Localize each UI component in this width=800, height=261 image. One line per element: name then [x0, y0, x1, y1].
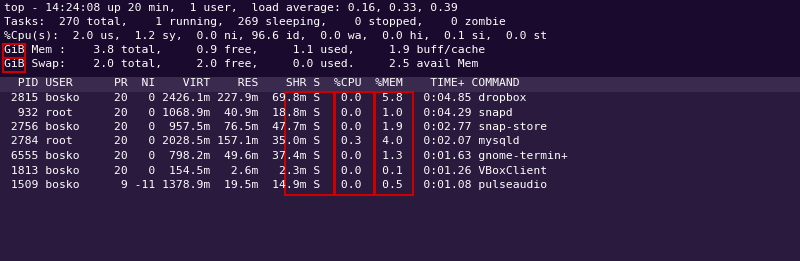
Text: 2756 bosko     20   0  957.5m  76.5m  47.7m S   0.0   1.9   0:02.77 snap-store: 2756 bosko 20 0 957.5m 76.5m 47.7m S 0.0… [4, 122, 547, 132]
Text: GiB Mem :    3.8 total,     0.9 free,     1.1 used,     1.9 buff/cache: GiB Mem : 3.8 total, 0.9 free, 1.1 used,… [4, 45, 486, 55]
Text: 2815 bosko     20   0 2426.1m 227.9m  69.8m S   0.0   5.8   0:04.85 dropbox: 2815 bosko 20 0 2426.1m 227.9m 69.8m S 0… [4, 93, 526, 103]
FancyBboxPatch shape [0, 77, 800, 261]
Text: 1509 bosko      9 -11 1378.9m  19.5m  14.9m S   0.0   0.5   0:01.08 pulseaudio: 1509 bosko 9 -11 1378.9m 19.5m 14.9m S 0… [4, 180, 547, 190]
Text: 6555 bosko     20   0  798.2m  49.6m  37.4m S   0.0   1.3   0:01.63 gnome-termin: 6555 bosko 20 0 798.2m 49.6m 37.4m S 0.0… [4, 151, 568, 161]
Text: GiB Swap:    2.0 total,     2.0 free,     0.0 used.     2.5 avail Mem: GiB Swap: 2.0 total, 2.0 free, 0.0 used.… [4, 59, 478, 69]
Text: Tasks:  270 total,    1 running,  269 sleeping,    0 stopped,    0 zombie: Tasks: 270 total, 1 running, 269 sleepin… [4, 17, 506, 27]
Text: 1813 bosko     20   0  154.5m   2.6m   2.3m S   0.0   0.1   0:01.26 VBoxClient: 1813 bosko 20 0 154.5m 2.6m 2.3m S 0.0 0… [4, 165, 547, 175]
Text: PID USER      PR  NI    VIRT    RES    SHR S  %CPU  %MEM    TIME+ COMMAND: PID USER PR NI VIRT RES SHR S %CPU %MEM … [4, 78, 520, 88]
FancyBboxPatch shape [0, 77, 800, 92]
Text: 2784 root      20   0 2028.5m 157.1m  35.0m S   0.3   4.0   0:02.07 mysqld: 2784 root 20 0 2028.5m 157.1m 35.0m S 0.… [4, 137, 520, 146]
Text: 932 root      20   0 1068.9m  40.9m  18.8m S   0.0   1.0   0:04.29 snapd: 932 root 20 0 1068.9m 40.9m 18.8m S 0.0 … [4, 108, 513, 117]
Text: %Cpu(s):  2.0 us,  1.2 sy,  0.0 ni, 96.6 id,  0.0 wa,  0.0 hi,  0.1 si,  0.0 st: %Cpu(s): 2.0 us, 1.2 sy, 0.0 ni, 96.6 id… [4, 31, 547, 41]
Text: top - 14:24:08 up 20 min,  1 user,  load average: 0.16, 0.33, 0.39: top - 14:24:08 up 20 min, 1 user, load a… [4, 3, 458, 13]
